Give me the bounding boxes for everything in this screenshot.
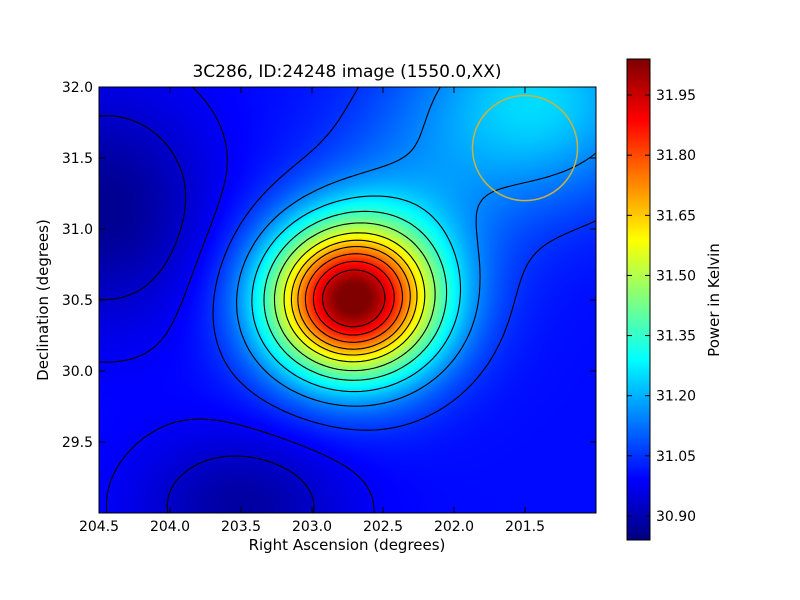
y-axis: 29.5 30.0 30.5 31.0 31.5 32.0 [62, 80, 596, 451]
colorbar-tick-label: 31.95 [656, 88, 696, 104]
colorbar-tick-label: 31.50 [656, 268, 696, 284]
contour-line [273, 222, 436, 372]
contour-line [283, 232, 426, 363]
contour-line [99, 115, 315, 513]
colorbar-tick-label: 31.35 [656, 329, 696, 345]
contour-line [312, 260, 395, 336]
contour-line [99, 87, 375, 513]
colorbar-tick-label: 31.05 [656, 449, 696, 465]
y-tick-label: 32.0 [62, 80, 93, 96]
y-axis-label: Declination (degrees) [34, 219, 52, 381]
beam-circle-marker [471, 94, 579, 202]
colorbar-gradient [627, 59, 650, 540]
plot-area [98, 86, 597, 514]
contour-line [290, 239, 418, 356]
x-tick-label: 203.0 [292, 519, 332, 535]
contour-lines [99, 87, 596, 513]
heatmap-image [99, 87, 596, 513]
x-tick-label: 202.0 [434, 519, 474, 535]
colorbar-tick-label: 31.65 [656, 208, 696, 224]
contour-line [251, 195, 462, 393]
contour-line [236, 87, 596, 407]
y-tick-label: 30.5 [62, 293, 93, 309]
y-tick-label: 29.5 [62, 435, 93, 451]
contour-line [321, 269, 386, 328]
contour-line [263, 210, 448, 381]
colorbar-label: Power in Kelvin [705, 243, 723, 357]
colorbar-tick-label: 31.20 [656, 389, 696, 405]
contour-line [304, 253, 404, 343]
contour-line [297, 245, 411, 350]
y-tick-label: 30.0 [62, 364, 93, 380]
x-tick-label: 204.0 [150, 519, 190, 535]
colorbar-ticks: 30.90 31.05 31.20 31.35 31.50 31.65 31.80 31.95 [627, 88, 696, 525]
x-axis-label: Right Ascension (degrees) [249, 536, 446, 554]
x-tick-label: 203.5 [221, 519, 261, 535]
y-tick-label: 31.5 [62, 151, 93, 167]
y-tick-label: 31.0 [62, 222, 93, 238]
chart-title: 3C286, ID:24248 image (1550.0,XX) [192, 62, 501, 82]
colorbar-frame [626, 58, 651, 541]
colorbar-tick-label: 31.80 [656, 148, 696, 164]
colorbar-tick-label: 30.90 [656, 509, 696, 525]
x-tick-label: 201.5 [505, 519, 545, 535]
x-tick-label: 202.5 [363, 519, 403, 535]
x-axis: 204.5 204.0 203.5 203.0 202.5 202.0 201.5 [79, 87, 545, 535]
x-tick-label: 204.5 [79, 519, 119, 535]
colorbar: 30.90 31.05 31.20 31.35 31.50 31.65 31.80 31.95… [626, 58, 723, 541]
contour-line [212, 87, 596, 431]
